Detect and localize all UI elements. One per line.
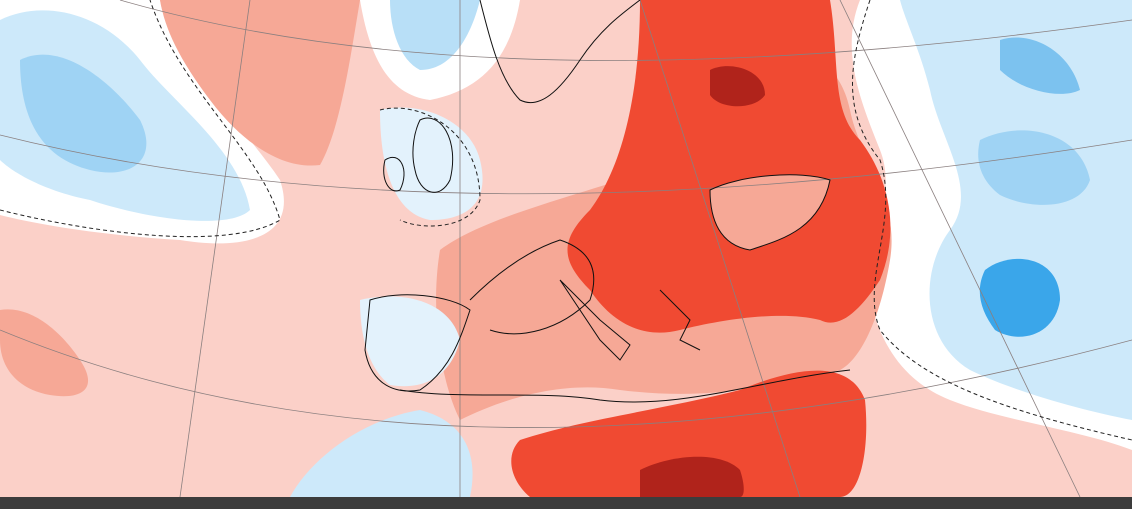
bottom-bar <box>0 497 1132 509</box>
cold-anomaly <box>978 130 1090 205</box>
extreme-warm-anomaly <box>710 66 765 107</box>
warm-anomaly <box>160 0 360 166</box>
warm-anomaly <box>0 309 89 397</box>
strong-warm-anomaly <box>567 0 891 333</box>
strong-cold-anomaly <box>979 258 1060 337</box>
extreme-warm-anomaly <box>640 456 744 497</box>
cold-anomaly <box>900 0 1132 420</box>
warm-anomaly <box>710 174 830 250</box>
graticule <box>0 0 1132 498</box>
cold-anomaly <box>1000 37 1080 94</box>
coastlines <box>364 0 851 403</box>
zero-contour <box>0 0 1132 441</box>
cold-anomaly <box>20 54 147 173</box>
cold-anomaly <box>290 410 473 497</box>
cold-anomaly <box>360 296 460 387</box>
strong-warm-anomaly <box>511 370 867 497</box>
